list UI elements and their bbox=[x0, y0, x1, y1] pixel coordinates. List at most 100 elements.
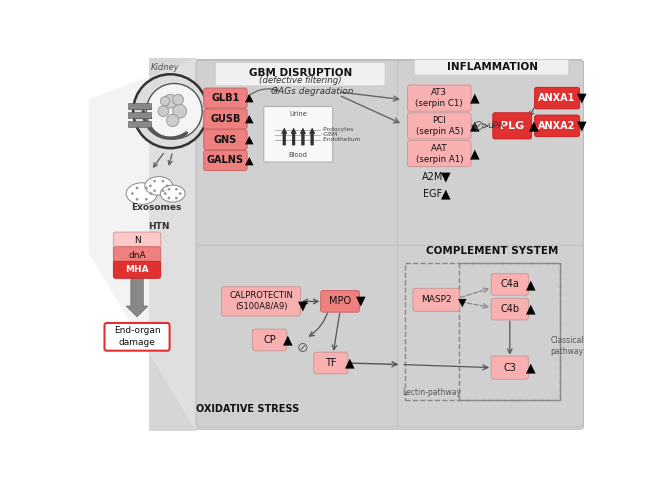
Ellipse shape bbox=[161, 185, 185, 202]
Text: C3: C3 bbox=[503, 363, 516, 373]
Text: ▲: ▲ bbox=[529, 120, 539, 132]
Text: TF: TF bbox=[325, 358, 337, 368]
Circle shape bbox=[153, 180, 156, 182]
Text: MPO: MPO bbox=[329, 296, 351, 306]
FancyBboxPatch shape bbox=[196, 245, 401, 427]
Text: ▼: ▼ bbox=[577, 120, 587, 132]
Polygon shape bbox=[150, 58, 196, 431]
Circle shape bbox=[162, 180, 164, 182]
FancyBboxPatch shape bbox=[203, 151, 247, 170]
Text: ANXA1: ANXA1 bbox=[538, 93, 576, 103]
Circle shape bbox=[168, 188, 170, 191]
Text: ▼: ▼ bbox=[298, 300, 307, 313]
Text: C4b: C4b bbox=[500, 304, 519, 314]
Text: ▼: ▼ bbox=[356, 295, 366, 308]
FancyBboxPatch shape bbox=[397, 245, 584, 427]
Text: ▲: ▲ bbox=[245, 135, 254, 145]
FancyBboxPatch shape bbox=[314, 352, 348, 374]
Text: GNS: GNS bbox=[214, 135, 237, 145]
Text: EGF: EGF bbox=[422, 189, 442, 199]
Text: ▲: ▲ bbox=[526, 302, 536, 316]
Text: ⊘: ⊘ bbox=[296, 341, 308, 355]
Text: ⊘: ⊘ bbox=[473, 119, 485, 133]
FancyBboxPatch shape bbox=[193, 60, 584, 429]
FancyArrow shape bbox=[281, 128, 287, 145]
Circle shape bbox=[173, 94, 183, 105]
Circle shape bbox=[133, 74, 207, 148]
Text: -GBM: -GBM bbox=[322, 132, 337, 137]
Text: HTN: HTN bbox=[148, 222, 170, 231]
Text: OXIDATIVE STRESS: OXIDATIVE STRESS bbox=[196, 404, 300, 414]
FancyBboxPatch shape bbox=[397, 60, 584, 248]
Text: ▲: ▲ bbox=[245, 93, 254, 103]
Circle shape bbox=[166, 114, 179, 127]
Text: Urine: Urine bbox=[289, 110, 307, 117]
Text: AAT
(serpin A1): AAT (serpin A1) bbox=[415, 144, 463, 164]
FancyBboxPatch shape bbox=[320, 290, 359, 312]
Text: -Endothelium: -Endothelium bbox=[322, 137, 361, 142]
Text: C4a: C4a bbox=[500, 279, 519, 289]
FancyArrow shape bbox=[126, 278, 148, 317]
FancyBboxPatch shape bbox=[196, 60, 401, 248]
Circle shape bbox=[175, 197, 178, 199]
Text: ▲: ▲ bbox=[245, 155, 254, 166]
FancyBboxPatch shape bbox=[203, 88, 247, 108]
Text: CP: CP bbox=[263, 335, 276, 345]
FancyBboxPatch shape bbox=[222, 287, 300, 316]
FancyBboxPatch shape bbox=[128, 112, 151, 118]
FancyBboxPatch shape bbox=[128, 121, 151, 127]
FancyBboxPatch shape bbox=[534, 87, 580, 109]
Text: uPA: uPA bbox=[488, 121, 504, 130]
FancyBboxPatch shape bbox=[128, 103, 151, 109]
Circle shape bbox=[162, 189, 164, 192]
FancyBboxPatch shape bbox=[493, 113, 532, 139]
Circle shape bbox=[163, 94, 177, 108]
Circle shape bbox=[173, 104, 187, 118]
Text: PCI
(serpin A5): PCI (serpin A5) bbox=[415, 116, 463, 136]
Text: GLB1: GLB1 bbox=[211, 93, 240, 103]
Circle shape bbox=[136, 198, 138, 200]
Text: GAGs degradation: GAGs degradation bbox=[271, 88, 354, 96]
FancyArrow shape bbox=[309, 128, 315, 145]
FancyBboxPatch shape bbox=[203, 130, 247, 150]
Text: ▲: ▲ bbox=[344, 357, 354, 369]
FancyBboxPatch shape bbox=[415, 60, 569, 75]
FancyBboxPatch shape bbox=[215, 63, 385, 86]
Text: ▲: ▲ bbox=[441, 188, 450, 201]
Text: Blood: Blood bbox=[289, 152, 307, 158]
Text: PLG: PLG bbox=[500, 121, 525, 131]
Text: GUSB: GUSB bbox=[210, 114, 240, 124]
Circle shape bbox=[179, 192, 181, 195]
Text: ▲: ▲ bbox=[526, 278, 536, 291]
Text: AT3
(serpin C1): AT3 (serpin C1) bbox=[415, 88, 463, 108]
Text: ▲: ▲ bbox=[470, 147, 480, 160]
FancyBboxPatch shape bbox=[203, 109, 247, 129]
FancyBboxPatch shape bbox=[408, 113, 471, 139]
Text: INFLAMMATION: INFLAMMATION bbox=[447, 62, 538, 72]
Ellipse shape bbox=[126, 183, 157, 204]
Text: End-organ
damage: End-organ damage bbox=[114, 326, 161, 347]
Text: ▲: ▲ bbox=[526, 361, 536, 374]
FancyBboxPatch shape bbox=[113, 261, 161, 278]
Text: (defective filtering): (defective filtering) bbox=[259, 76, 342, 85]
Text: A2M: A2M bbox=[422, 172, 443, 182]
Text: ▲: ▲ bbox=[245, 114, 254, 124]
FancyBboxPatch shape bbox=[264, 106, 333, 162]
FancyBboxPatch shape bbox=[105, 323, 170, 351]
FancyBboxPatch shape bbox=[113, 247, 161, 264]
Text: GBM DISRUPTION: GBM DISRUPTION bbox=[249, 68, 352, 78]
FancyBboxPatch shape bbox=[491, 298, 528, 320]
Circle shape bbox=[166, 184, 168, 187]
Circle shape bbox=[158, 106, 169, 117]
FancyBboxPatch shape bbox=[534, 115, 580, 136]
Text: CALPROTECTIN
(S100A8/A9): CALPROTECTIN (S100A8/A9) bbox=[229, 291, 293, 311]
FancyBboxPatch shape bbox=[408, 140, 471, 166]
Circle shape bbox=[145, 198, 148, 200]
Circle shape bbox=[168, 197, 170, 199]
FancyBboxPatch shape bbox=[408, 85, 471, 111]
Circle shape bbox=[131, 192, 134, 195]
Text: ▲: ▲ bbox=[470, 120, 480, 132]
Text: COMPLEMENT SYSTEM: COMPLEMENT SYSTEM bbox=[426, 245, 558, 256]
FancyArrow shape bbox=[300, 128, 306, 145]
FancyBboxPatch shape bbox=[491, 356, 528, 379]
